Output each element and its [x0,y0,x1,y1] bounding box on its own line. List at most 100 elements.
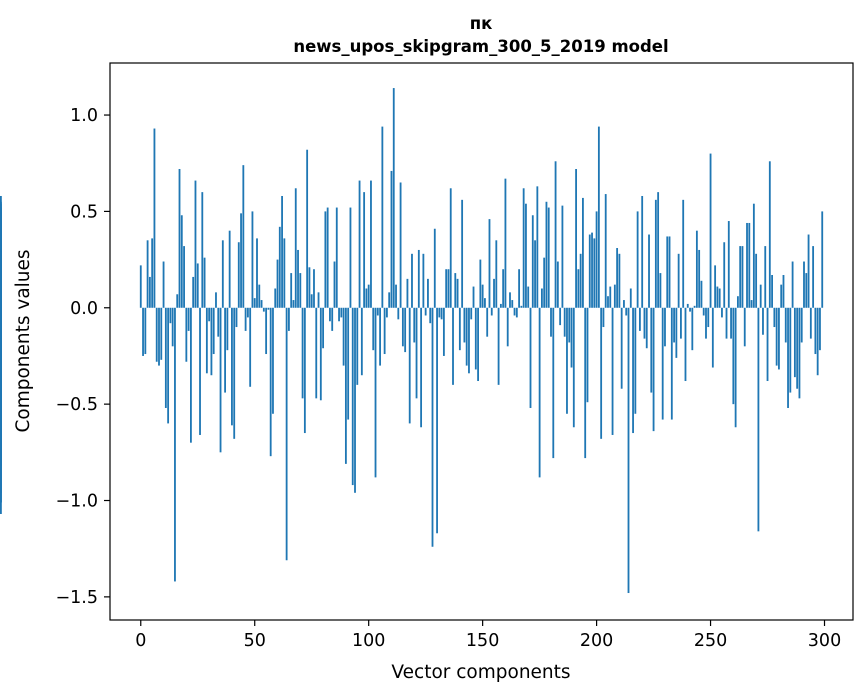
bar [481,284,484,308]
bar [215,292,217,308]
bar [709,153,712,308]
bar [174,307,176,582]
bar [670,307,673,420]
bar [584,307,587,459]
bar [682,199,685,308]
x-tick-label: 250 [694,631,727,651]
bar [196,263,199,308]
bar [759,284,762,308]
chart-title: пк [470,14,493,33]
bar [809,307,812,339]
bar [698,249,701,308]
bar [613,284,616,308]
bar [757,307,760,532]
bar [618,253,621,308]
bar [240,213,242,308]
bar [730,307,732,339]
bar [237,242,240,308]
bar [221,240,224,308]
bar [205,307,208,374]
bar [739,246,742,308]
bar [495,240,498,308]
bars-group [0,88,824,594]
bar [356,307,359,385]
bar [458,307,461,351]
bar [577,269,580,308]
bar [335,207,338,308]
bar [707,307,710,328]
bar [297,249,299,308]
bar [372,307,375,351]
x-axis-ticks: 0 50 100 150 200 250 300 [135,620,841,651]
bar [167,307,170,424]
bar [725,307,728,339]
bar [440,307,443,320]
bar [752,203,755,308]
bar [199,307,201,435]
bar [452,307,454,385]
bar [454,273,457,308]
bar [518,269,521,308]
bar [691,307,694,351]
x-tick-label: 200 [580,631,613,651]
bar [185,307,188,362]
bar [736,296,739,308]
bar [543,257,546,308]
bar [169,307,172,324]
bar [778,307,780,370]
bar [493,278,495,308]
bar [700,280,703,308]
bar [146,240,149,308]
bar [550,307,552,337]
bar [775,307,778,366]
bar [793,307,796,378]
bar [344,307,347,464]
bar [333,261,336,308]
bar [224,307,226,393]
bar [629,288,632,308]
bar [597,126,600,308]
bar [748,222,751,308]
bar [158,307,160,366]
bar [301,307,304,399]
bar [588,234,591,308]
bar [424,307,427,316]
bar [782,275,785,308]
bar [420,307,423,428]
x-tick-label: 100 [352,631,385,651]
bar [431,307,434,547]
bar [768,161,771,308]
bar [267,307,270,310]
bar [442,307,445,356]
bar [217,307,220,337]
bar [520,305,523,308]
bar [386,307,388,318]
bar [292,300,295,308]
bar [680,307,682,339]
x-tick-label: 50 [244,631,266,651]
bar [315,307,318,399]
bar [219,307,222,453]
bar [511,300,514,308]
bar [718,288,721,308]
bar [317,292,320,308]
bar [600,307,603,439]
bar [812,246,815,308]
bar [652,307,655,432]
bar [153,128,156,308]
bar [755,253,758,308]
bar [363,192,366,308]
bar [203,257,206,308]
bar [313,269,315,308]
bar [365,288,368,308]
bar [390,170,393,308]
bar [486,307,489,337]
bar [436,307,438,534]
bar [556,261,559,308]
bar [417,249,420,308]
bar [461,199,464,308]
bar [723,242,726,308]
y-axis-label: Components values [13,249,34,432]
bar [661,307,664,420]
